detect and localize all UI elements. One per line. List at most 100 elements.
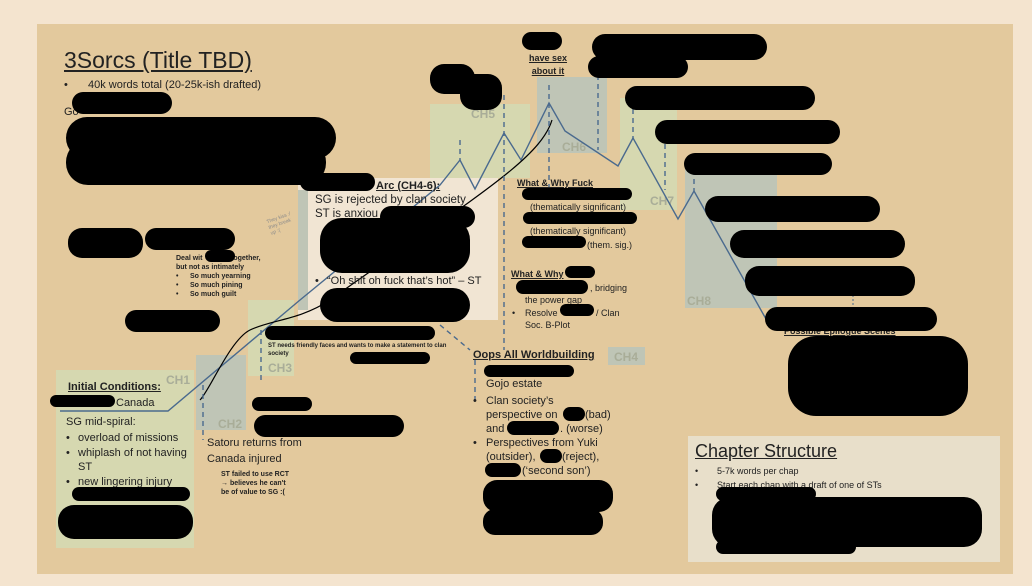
wb-b3b: (outsider), [486, 451, 536, 463]
ch2-note-1: Satoru returns from [207, 437, 302, 449]
title-bullets: 40k words total (20-25k-ish drafted) [64, 79, 261, 92]
redaction [72, 487, 190, 501]
list-item: Start each chap with a draft of one of S… [695, 478, 882, 492]
redaction [745, 266, 915, 296]
ch2-small-2: → believes he can't [221, 480, 286, 487]
redaction [625, 86, 815, 110]
list-item: So much pining [176, 281, 251, 290]
deal-line1: together, [231, 255, 261, 262]
redaction [58, 505, 193, 539]
epilogue-heading: Possible Epilogue Scenes [784, 326, 896, 336]
list-item: whiplash of not having ST [66, 446, 196, 475]
fuck-b1: (thematically significant) [530, 202, 627, 212]
redaction [765, 307, 937, 331]
redaction [507, 421, 559, 435]
ch2-small-3: be of value to SG :( [221, 489, 285, 496]
initial-sub: SG mid-spiral: [66, 416, 136, 428]
redaction [592, 34, 767, 60]
ch4-label: CH4 [614, 350, 639, 364]
wb-b2b: perspective on [486, 409, 558, 421]
ch3-label: CH3 [268, 361, 293, 375]
fuck-b3: (them. sig.) [587, 240, 633, 250]
redaction [560, 304, 594, 316]
wb-bullet: • [473, 437, 477, 449]
sex-label-1: have sex [528, 53, 568, 63]
redaction [716, 540, 856, 554]
chapter-structure-heading: Chapter Structure [695, 441, 838, 461]
redaction [252, 397, 312, 411]
ch8-label: CH8 [687, 294, 712, 308]
ch2-small-1: ST failed to use RCT [221, 471, 290, 478]
ch1-label: CH1 [166, 373, 191, 387]
why2-bullet: • [512, 308, 516, 318]
arc-line1: SG is rejected by clan society [315, 194, 466, 206]
why2-b1b: the power gap [525, 295, 583, 305]
dashed-markers [202, 75, 695, 440]
redaction [50, 395, 115, 407]
ch2-label: CH2 [218, 417, 243, 431]
arc-box-strip [298, 190, 308, 310]
ch5-label: CH5 [471, 107, 496, 121]
ch2-box [196, 355, 246, 430]
arc-heading: Arc (CH4-6): [376, 180, 441, 192]
redaction [788, 336, 968, 416]
arc-line2: ST is anxiou [315, 208, 379, 220]
wb-b2e: . (worse) [560, 423, 603, 435]
redaction [523, 212, 637, 224]
redaction [265, 326, 435, 340]
worldbuilding-heading: Oops All Worldbuilding [473, 349, 595, 361]
deal-bullets: So much yearning So much pining So much … [176, 272, 251, 299]
redaction [483, 509, 603, 535]
redaction [254, 415, 404, 437]
redaction [68, 228, 143, 258]
why2-b1a: , bridging [590, 283, 628, 293]
redaction [320, 218, 470, 273]
redaction [712, 497, 982, 547]
redaction [522, 32, 562, 50]
wb-b2c: (bad) [585, 409, 611, 421]
redaction [483, 480, 613, 512]
wb-b2a: Clan society’s [486, 395, 554, 407]
why2-heading: What & Why [511, 269, 564, 279]
wb-b3a: Perspectives from Yuki [486, 437, 598, 449]
fuck-b2: (thematically significant) [530, 226, 627, 236]
redaction [66, 140, 326, 185]
redaction [705, 196, 880, 222]
why2-b2a: Resolve [525, 308, 558, 318]
redaction [460, 74, 502, 110]
redaction [684, 153, 832, 175]
redaction [522, 236, 586, 248]
list-item: 40k words total (20-25k-ish drafted) [64, 79, 261, 92]
initial-line: Canada [116, 397, 155, 409]
initial-heading: Initial Conditions: [68, 381, 161, 393]
redaction [350, 352, 430, 364]
why2-b2b: / Clan [596, 308, 620, 318]
list-item: So much yearning [176, 272, 251, 281]
deal-line2: but not as intimately [176, 264, 245, 271]
redaction [145, 228, 235, 250]
redaction [72, 92, 172, 114]
redaction [522, 188, 632, 200]
ch5-box [430, 104, 530, 178]
redaction [516, 280, 588, 294]
redaction [205, 250, 235, 262]
wb-bullet: • [473, 395, 477, 407]
ch3-note: ST needs friendly faces and wants to mak… [268, 343, 447, 357]
redaction [655, 120, 840, 144]
redaction [730, 230, 905, 258]
redaction [588, 56, 688, 78]
fuck-heading: What & Why Fuck [517, 178, 593, 188]
redaction [563, 407, 585, 421]
ch4-box [608, 347, 645, 365]
redaction [125, 310, 220, 332]
ch2-note-2: Canada injured [207, 453, 282, 465]
redaction [484, 365, 574, 377]
list-item: So much guilt [176, 290, 251, 299]
redaction [320, 288, 470, 322]
chapter-structure-bullets: 5-7k words per chap Start each chap with… [695, 464, 882, 492]
redaction [300, 173, 375, 191]
deal-prefix: Deal wit [176, 255, 203, 262]
wb-b3d: (‘second son’) [522, 465, 591, 477]
page-title: 3Sorcs (Title TBD) [64, 47, 252, 73]
wb-b2d: and [486, 423, 505, 435]
